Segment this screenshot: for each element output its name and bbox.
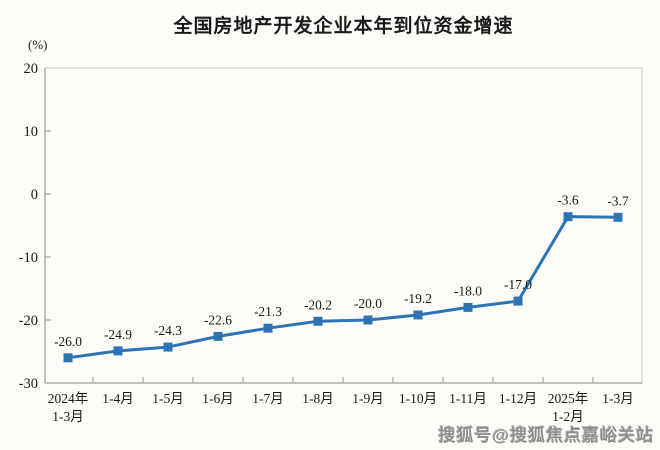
x-axis-category-label: 1-11月 — [449, 391, 487, 406]
x-axis-category-label: 1-9月 — [352, 391, 384, 406]
data-point-marker — [463, 302, 473, 312]
data-point-marker — [413, 310, 423, 320]
y-axis-tick-label: -20 — [19, 313, 38, 329]
data-point-label: -18.0 — [454, 283, 482, 298]
x-axis-category-label: 1-5月 — [152, 391, 184, 406]
data-point-label: -22.6 — [204, 312, 232, 327]
data-point-label: -17.0 — [504, 277, 532, 292]
x-axis-category-label: 2025年 1-2月 — [548, 391, 589, 424]
y-axis-tick-label: 20 — [24, 61, 39, 77]
data-point-marker — [63, 353, 73, 363]
data-point-marker — [363, 315, 373, 325]
chart-title: 全国房地产开发企业本年到位资金增速 — [173, 16, 514, 37]
x-axis-category-label: 1-10月 — [399, 391, 437, 406]
x-axis-category-label: 1-8月 — [302, 391, 334, 406]
data-point-marker — [513, 296, 523, 306]
data-point-label: -3.7 — [607, 193, 629, 208]
data-point-label: -24.9 — [104, 327, 132, 342]
x-axis-category-label: 1-3月 — [602, 391, 634, 406]
data-point-label: -26.0 — [54, 334, 82, 349]
data-point-marker — [613, 212, 623, 222]
data-point-marker — [163, 342, 173, 352]
data-line — [66, 215, 620, 360]
x-axis-category-label: 1-7月 — [252, 391, 284, 406]
data-point-marker — [313, 316, 323, 326]
watermark: 搜狐号@搜狐焦点嘉峪关站 — [438, 426, 654, 445]
x-axis-category-label: 1-4月 — [102, 391, 134, 406]
y-axis-tick-label: 10 — [24, 124, 39, 140]
data-point-label: -20.2 — [304, 297, 332, 312]
data-point-marker — [563, 212, 573, 222]
x-axis-category-label: 2024年 1-3月 — [48, 391, 89, 424]
y-axis-tick-label: -30 — [19, 376, 38, 392]
data-point-marker — [213, 331, 223, 341]
data-point-label: -21.3 — [254, 304, 282, 319]
x-axis-category-label: 1-6月 — [202, 391, 234, 406]
x-axis-category-label: 1-12月 — [499, 391, 537, 406]
data-point-marker — [113, 346, 123, 356]
data-point-label: -19.2 — [404, 291, 432, 306]
y-axis-tick-label: -10 — [19, 250, 38, 266]
data-point-label: -24.3 — [154, 323, 182, 338]
data-point-label: -20.0 — [354, 296, 382, 311]
y-axis-tick-label: 0 — [31, 187, 38, 203]
data-point-label: -3.6 — [557, 193, 579, 208]
data-point-marker — [263, 323, 273, 333]
y-axis-unit-label: (%) — [28, 37, 48, 52]
